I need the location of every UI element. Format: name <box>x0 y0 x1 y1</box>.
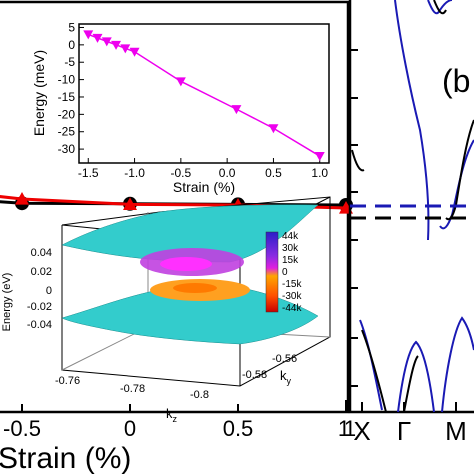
surface-z-axis-label: Energy (eV) <box>1 273 13 332</box>
surface-x-tick-label: -0.8 <box>190 389 209 401</box>
main-x-tick-label: -0.5 <box>3 416 41 441</box>
inset-data-point <box>129 47 140 57</box>
surface-z-tick-label: -0.02 <box>27 301 52 313</box>
colorbar-tick-label: -15k <box>282 279 302 290</box>
surface-x-axis-label: kz <box>166 406 178 424</box>
inset-data-point <box>175 77 186 87</box>
inset-data-point <box>92 33 103 43</box>
band-x-tick-label: Γ <box>397 416 411 446</box>
inset-data-point <box>101 37 112 47</box>
main-x-tick-label: 0.5 <box>223 416 254 441</box>
inset-y-tick-label: 5 <box>68 20 75 34</box>
band-blue-curve-2 <box>427 0 453 15</box>
surface-y-axis-label: ky <box>280 368 292 386</box>
inset-y-tick-label: -15 <box>58 90 76 104</box>
band-panel-label: (b <box>442 63 470 99</box>
inset-background <box>74 20 332 196</box>
colorbar-tick-label: 0 <box>282 267 288 278</box>
top-inset: -1.5 -1.0 -0.5 0.0 0.5 1.0 5 0 -5 -10 -15 -20 -25 -30… <box>31 20 332 196</box>
inset-x-axis-label: Strain (%) <box>173 179 235 195</box>
inset-x-tick-label: 0.5 <box>265 166 282 180</box>
inset-y-tick-label: -10 <box>58 73 76 87</box>
inset-y-tick-label: 0 <box>68 38 75 52</box>
band-black-curve-2 <box>433 0 447 15</box>
surface-z-tick-label: -0.04 <box>27 319 52 331</box>
main-x-tick-label: 1 <box>344 416 356 441</box>
inset-x-tick-label: -0.5 <box>171 166 192 180</box>
upper-surface-core <box>160 257 212 271</box>
band-x-tick-label: X <box>353 416 370 446</box>
surface-z-tick-label: 0.04 <box>31 247 52 259</box>
colorbar <box>265 231 279 313</box>
inset-y-tick-label: -20 <box>58 107 76 121</box>
colorbar-tick-label: 30k <box>282 243 299 254</box>
inset-data-point <box>268 124 279 134</box>
surface-z-tick-label: 0.02 <box>31 266 52 278</box>
band-black-curve-4 <box>361 329 387 413</box>
inset-y-axis-label: Energy (meV) <box>31 50 47 136</box>
band-left-tick-fragment: 1 <box>338 416 350 441</box>
main-data-point <box>123 197 137 210</box>
inset-series-line <box>87 33 321 157</box>
inset-x-tick-label: -1.0 <box>124 166 145 180</box>
band-black-curve-3 <box>445 119 474 221</box>
inset-y-tick-label: -30 <box>58 142 76 156</box>
inset-y-tick-label: -25 <box>58 125 76 139</box>
surface-3d-inset: 0.04 0.02 0 -0.02 -0.04 Energy (eV) -0.76 -0.… <box>0 196 331 424</box>
inset-x-tick-label: -1.5 <box>78 166 99 180</box>
colorbar-tick-label: 15k <box>282 255 299 266</box>
lower-surface-core <box>173 283 217 293</box>
inset-y-tick-label: -5 <box>64 55 75 69</box>
surface-z-tick-label: 0 <box>46 285 52 297</box>
surface-x-tick-label: -0.76 <box>55 375 80 387</box>
main-data-point <box>15 192 29 205</box>
colorbar-tick-label: -30k <box>282 291 302 302</box>
main-x-axis-label: Strain (%) <box>0 442 131 474</box>
inset-data-point <box>83 30 94 40</box>
inset-data-point <box>120 44 131 54</box>
inset-data-point <box>231 105 242 115</box>
surface-y-tick-label: -0.58 <box>242 369 267 381</box>
inset-data-point <box>314 152 325 162</box>
surface-x-tick-label: -0.78 <box>120 383 145 395</box>
band-x-tick-label: M <box>445 416 467 446</box>
band-blue-curve-1 <box>394 0 430 241</box>
surface-y-tick-label: -0.56 <box>272 353 297 365</box>
inset-x-tick-label: 1.0 <box>311 166 328 180</box>
band-blue-curve-6 <box>441 316 474 413</box>
band-blue-curve-3 <box>439 139 474 230</box>
inset-x-tick-label: 0.0 <box>219 166 236 180</box>
band-black-curve-5 <box>403 355 419 413</box>
inset-data-point <box>111 40 122 50</box>
main-x-tick-label: 0 <box>124 416 136 441</box>
colorbar-tick-label: -44k <box>282 303 302 314</box>
colorbar-tick-label: 44k <box>282 231 299 242</box>
inset-axes-frame <box>78 23 330 164</box>
band-black-curve-1 <box>351 149 365 172</box>
band-blue-curve-5 <box>397 340 435 413</box>
